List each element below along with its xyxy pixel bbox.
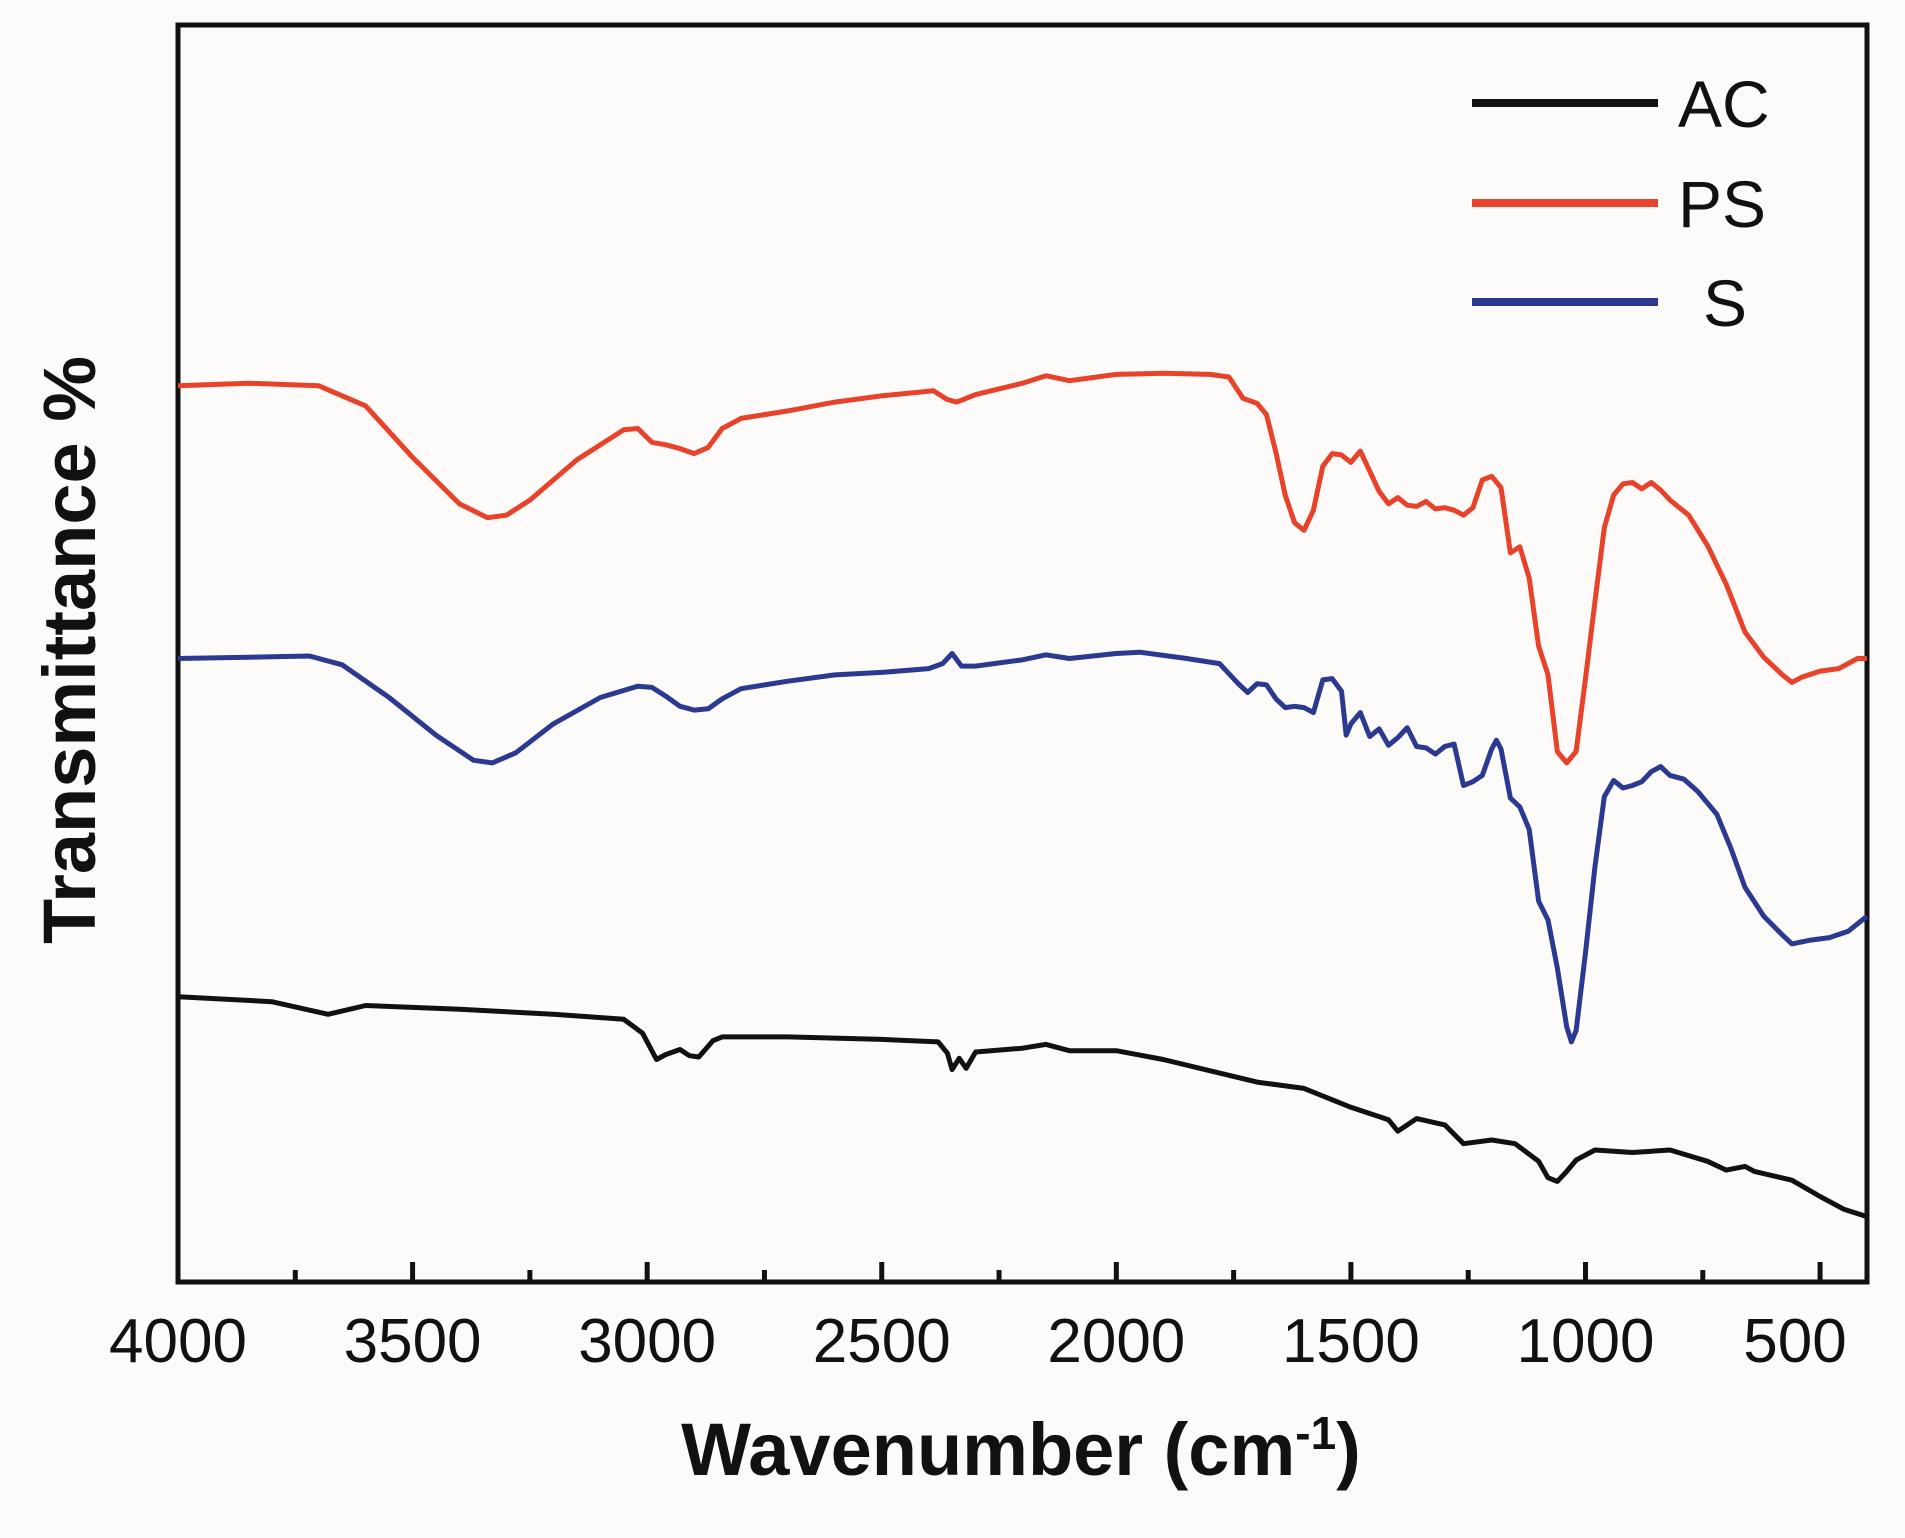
legend-label-ac: AC <box>1678 67 1770 141</box>
y-axis-title: Transmittance % <box>28 356 111 944</box>
x-tick-label: 3500 <box>344 1307 482 1376</box>
x-axis-title-close: ) <box>1336 1408 1361 1491</box>
series-line-ac <box>177 994 1868 1219</box>
x-axis-title-main: Wavenumber (cm <box>681 1408 1295 1491</box>
x-axis-title: Wavenumber (cm-1) <box>681 1407 1361 1491</box>
legend-label-ps: PS <box>1678 167 1766 241</box>
series-line-ps <box>177 370 1867 766</box>
x-tick-label: 1500 <box>1282 1307 1420 1376</box>
x-tick-label: 2000 <box>1047 1307 1185 1376</box>
x-tick-label: 4000 <box>109 1307 247 1376</box>
x-axis-tick-labels: 4000 3500 3000 2500 2000 1500 1000 500 <box>109 1307 1847 1376</box>
x-axis-title-superscript: -1 <box>1295 1407 1336 1459</box>
series-layer <box>177 370 1869 1219</box>
x-tick-label: 500 <box>1743 1307 1846 1376</box>
x-tick-label: 2500 <box>813 1307 951 1376</box>
x-tick-label: 3000 <box>578 1307 716 1376</box>
x-axis-ticks <box>175 1262 1823 1282</box>
plot-frame <box>175 22 1870 1285</box>
series-line-s <box>177 649 1869 1045</box>
legend: AC PS S <box>1472 67 1770 340</box>
legend-label-s: S <box>1703 266 1747 340</box>
x-tick-label: 1000 <box>1517 1307 1655 1376</box>
